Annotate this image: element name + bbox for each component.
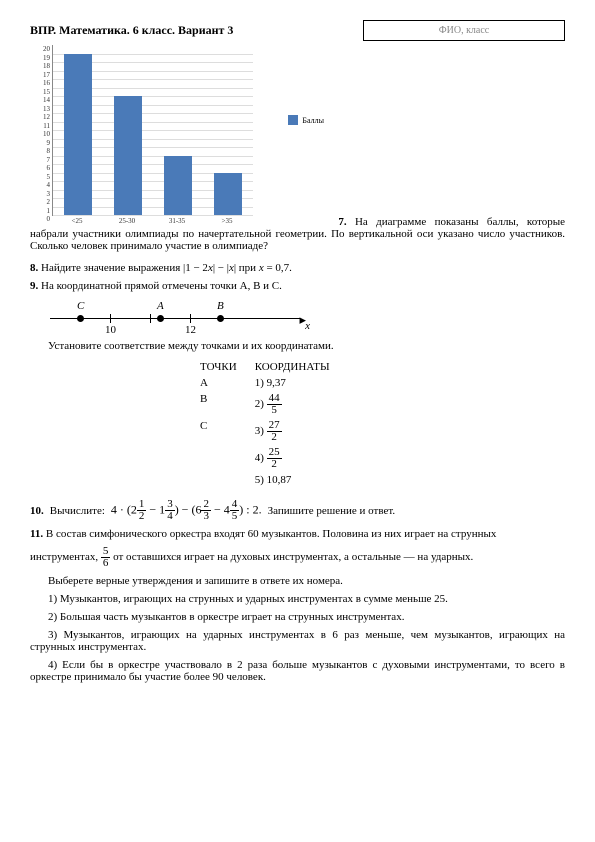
- question-8: 8. Найдите значение выражения |1 − 2x| −…: [30, 262, 565, 274]
- q9-instruction: Установите соответствие между точками и …: [30, 340, 565, 352]
- question-11: 11. В состав симфонического оркестра вхо…: [30, 528, 565, 540]
- question-10: 10. Вычислите: 4 · (212 − 134) − (623 − …: [30, 499, 565, 522]
- q11-opt-4: 4) Если бы в оркестре участвовало в 2 ра…: [30, 659, 565, 683]
- q11-opt-1: 1) Музыкантов, играющих на струнных и уд…: [30, 593, 565, 605]
- bar-chart: 20191817161514131211109876543210 <2525-3…: [36, 45, 296, 230]
- number-line: ▸ C 10 A 12 B x: [50, 298, 310, 334]
- q11-opt-2: 2) Большая часть музыкантов в оркестре и…: [30, 611, 565, 623]
- q11-instruction: Выберете верные утверждения и запишите в…: [30, 575, 565, 587]
- question-9: 9. На координатной прямой отмечены точки…: [30, 280, 565, 292]
- coordinates-table: ТОЧКИКООРДИНАТЫ A1) 9,37 B2) 445 C3) 272…: [190, 358, 340, 489]
- fio-field[interactable]: ФИО, класс: [363, 20, 565, 41]
- question-11-cont: инструментах, 56 от оставшихся играет на…: [30, 546, 565, 569]
- q11-opt-3: 3) Музыкантов, играющих на ударных инстр…: [30, 629, 565, 653]
- chart-legend: Баллы: [288, 115, 324, 125]
- page-title: ВПР. Математика. 6 класс. Вариант 3: [30, 23, 363, 38]
